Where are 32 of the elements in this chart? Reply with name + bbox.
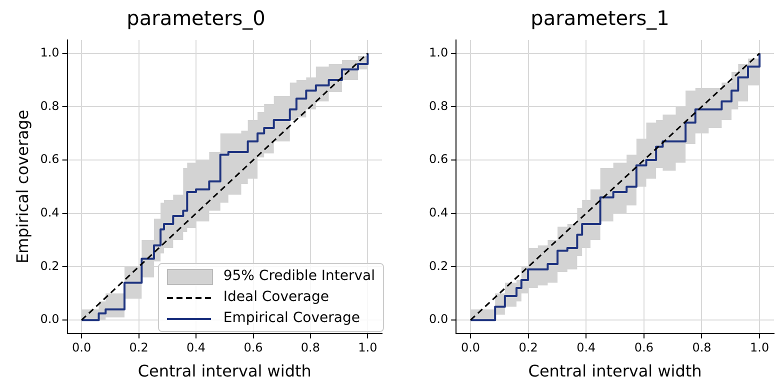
x-tick-label: 0.2 [518,340,538,355]
y-tick-label: 0.8 [428,98,448,113]
legend-label: Ideal Coverage [223,288,329,307]
y-tick-label: 0.4 [40,206,60,220]
x-tick-label: 0.6 [244,340,263,355]
y-tick-label: 1.0 [40,45,60,60]
y-tick-label: 0.8 [40,98,60,113]
x-tick-label: 0.4 [576,340,596,355]
chart-title: parameters_1 [530,6,670,30]
x-axis-title: Central interval width [528,362,702,381]
legend-label: 95% Credible Interval [223,267,375,286]
y-tick-label: 0.4 [428,206,448,220]
x-tick-label: 0.8 [300,340,320,355]
y-tick-label: 0.6 [428,152,448,166]
y-tick-label: 1.0 [428,45,448,60]
x-tick-label: 0.0 [72,340,92,355]
y-tick-label: 0.2 [428,258,448,273]
x-tick-label: 0.6 [634,340,654,355]
x-tick-label: 1.0 [358,340,378,355]
x-axis-title: Central interval width [138,362,312,381]
y-tick-label: 0.6 [40,152,60,166]
x-tick-label: 1.0 [750,340,770,355]
chart-title: parameters_0 [126,6,266,30]
y-tick-label: 0.2 [40,258,60,273]
y-tick-label: 0.0 [40,312,60,326]
x-tick-label: 0.0 [460,340,480,355]
legend-label: Empirical Coverage [223,309,360,328]
x-tick-label: 0.8 [692,340,712,355]
x-tick-label: 0.2 [129,340,148,355]
y-axis-title: Empirical coverage [12,110,32,264]
y-tick-label: 0.0 [428,312,448,326]
x-tick-label: 0.4 [186,340,206,355]
